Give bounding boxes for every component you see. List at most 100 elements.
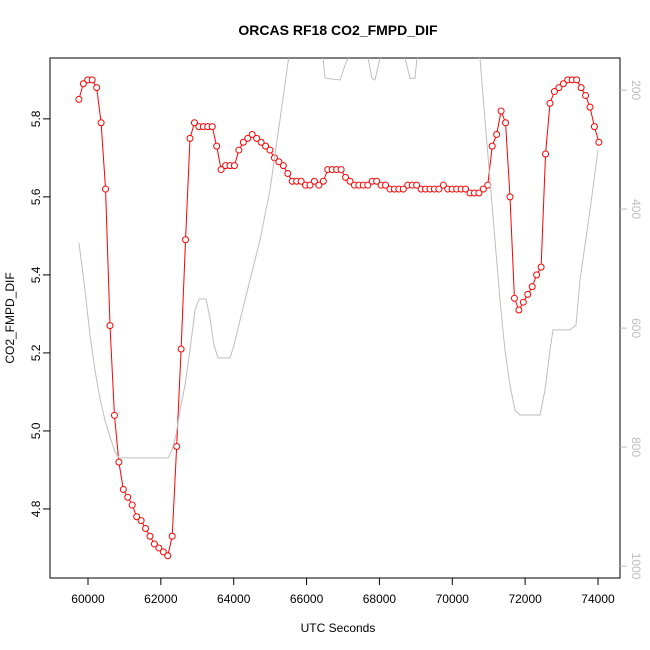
data-point <box>435 185 443 193</box>
data-point <box>235 146 243 154</box>
data-point <box>479 185 487 193</box>
data-point <box>493 130 501 138</box>
data-point <box>75 95 83 103</box>
data-point <box>524 290 532 298</box>
data-point <box>164 552 172 560</box>
data-point <box>279 162 287 170</box>
data-point <box>168 532 176 540</box>
data-point <box>155 544 163 552</box>
data-point <box>346 177 354 185</box>
y2-tick-label: 800 <box>629 437 643 457</box>
data-point <box>284 169 292 177</box>
series-line <box>78 58 599 459</box>
data-point <box>510 294 518 302</box>
data-point <box>146 532 154 540</box>
data-point <box>515 306 523 314</box>
y2-tick-label: 600 <box>629 318 643 338</box>
data-point <box>506 193 514 201</box>
x-tick-label: 60000 <box>71 592 105 606</box>
data-point <box>262 142 270 150</box>
y2-tick-label: 200 <box>629 80 643 100</box>
data-point <box>275 158 283 166</box>
y2-tick-label: 1000 <box>629 553 643 580</box>
data-point <box>186 134 194 142</box>
data-point <box>533 271 541 279</box>
x-tick-label: 62000 <box>144 592 178 606</box>
data-point <box>88 76 96 84</box>
data-point <box>319 177 327 185</box>
x-tick-label: 70000 <box>436 592 470 606</box>
data-point <box>310 177 318 185</box>
data-point <box>182 236 190 244</box>
data-point <box>595 138 603 146</box>
data-point <box>488 142 496 150</box>
y-tick-label: 5.0 <box>29 422 43 439</box>
data-point <box>342 173 350 181</box>
data-point <box>502 119 510 127</box>
x-tick-label: 64000 <box>217 592 251 606</box>
data-point <box>257 138 265 146</box>
data-point <box>546 99 554 107</box>
data-point <box>79 80 87 88</box>
data-point <box>413 181 421 189</box>
data-point <box>537 263 545 271</box>
data-point <box>373 177 381 185</box>
x-axis-label: UTC Seconds <box>301 621 376 635</box>
data-point <box>559 80 567 88</box>
chart-title: ORCAS RF18 CO2_FMPD_DIF <box>238 22 438 38</box>
data-point <box>519 298 527 306</box>
y-axis-label: CO2_FMPD_DIF <box>3 272 17 363</box>
data-point <box>528 283 536 291</box>
y2-tick-label: 400 <box>629 199 643 219</box>
x-tick-label: 74000 <box>581 592 615 606</box>
data-point <box>128 501 136 509</box>
plot-area <box>75 58 603 560</box>
data-point <box>577 84 585 92</box>
data-point <box>142 524 150 532</box>
data-point <box>399 185 407 193</box>
data-point <box>115 458 123 466</box>
data-point <box>475 189 483 197</box>
data-point <box>573 76 581 84</box>
data-point <box>133 513 141 521</box>
data-point <box>173 443 181 451</box>
data-point <box>244 134 252 142</box>
data-point <box>213 142 221 150</box>
data-point <box>190 119 198 127</box>
x-tick-label: 72000 <box>508 592 542 606</box>
data-point <box>177 345 185 353</box>
data-point <box>230 162 238 170</box>
data-point <box>137 517 145 525</box>
data-point <box>248 130 256 138</box>
data-point <box>110 411 118 419</box>
data-point <box>124 493 132 501</box>
y-tick-label: 5.2 <box>29 344 43 361</box>
data-point <box>119 485 127 493</box>
data-point <box>439 181 447 189</box>
data-point <box>586 103 594 111</box>
data-point <box>208 123 216 131</box>
data-point <box>159 548 167 556</box>
y-tick-label: 5.8 <box>29 110 43 127</box>
y-tick-label: 5.4 <box>29 266 43 283</box>
data-point <box>253 134 261 142</box>
x-tick-label: 66000 <box>290 592 324 606</box>
data-point <box>239 138 247 146</box>
data-point <box>266 146 274 154</box>
y-tick-label: 5.6 <box>29 188 43 205</box>
data-point <box>555 84 563 92</box>
data-point <box>550 88 558 96</box>
data-point <box>364 181 372 189</box>
data-point <box>542 150 550 158</box>
y-tick-label: 4.8 <box>29 500 43 517</box>
data-point <box>497 107 505 115</box>
x-tick-label: 68000 <box>363 592 397 606</box>
data-point <box>582 91 590 99</box>
data-point <box>462 185 470 193</box>
data-point <box>93 84 101 92</box>
data-point <box>382 181 390 189</box>
data-point <box>297 177 305 185</box>
data-point <box>97 119 105 127</box>
